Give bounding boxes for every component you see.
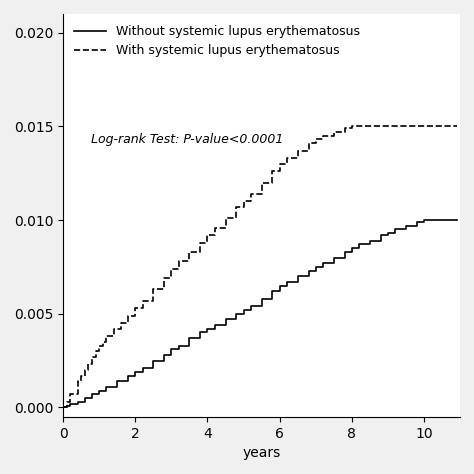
With systemic lupus erythematosus: [212, 225, 218, 230]
With systemic lupus erythematosus: [385, 124, 391, 129]
With systemic lupus erythematosus: [64, 399, 70, 405]
With systemic lupus erythematosus: [187, 249, 192, 255]
Without systemic lupus erythematosus: [306, 268, 311, 273]
Without systemic lupus erythematosus: [356, 242, 362, 247]
With systemic lupus erythematosus: [454, 124, 459, 129]
With systemic lupus erythematosus: [306, 140, 311, 146]
With systemic lupus erythematosus: [403, 124, 409, 129]
Without systemic lupus erythematosus: [277, 283, 283, 289]
Without systemic lupus erythematosus: [132, 369, 138, 375]
Without systemic lupus erythematosus: [176, 343, 182, 348]
With systemic lupus erythematosus: [161, 275, 167, 281]
With systemic lupus erythematosus: [140, 298, 146, 303]
With systemic lupus erythematosus: [356, 124, 362, 129]
Without systemic lupus erythematosus: [313, 264, 319, 270]
Without systemic lupus erythematosus: [241, 307, 246, 313]
Without systemic lupus erythematosus: [187, 335, 192, 341]
With systemic lupus erythematosus: [205, 232, 210, 238]
With systemic lupus erythematosus: [75, 378, 81, 384]
Without systemic lupus erythematosus: [150, 358, 156, 364]
Without systemic lupus erythematosus: [223, 317, 228, 322]
Without systemic lupus erythematosus: [67, 401, 73, 407]
With systemic lupus erythematosus: [93, 348, 99, 354]
Without systemic lupus erythematosus: [331, 255, 337, 260]
Without systemic lupus erythematosus: [248, 303, 254, 309]
Without systemic lupus erythematosus: [114, 378, 120, 384]
With systemic lupus erythematosus: [342, 125, 347, 131]
With systemic lupus erythematosus: [169, 266, 174, 272]
With systemic lupus erythematosus: [320, 133, 326, 138]
Without systemic lupus erythematosus: [75, 399, 81, 405]
Without systemic lupus erythematosus: [284, 279, 290, 285]
Without systemic lupus erythematosus: [96, 388, 102, 393]
Without systemic lupus erythematosus: [259, 296, 264, 301]
Without systemic lupus erythematosus: [295, 273, 301, 279]
With systemic lupus erythematosus: [132, 305, 138, 311]
Without systemic lupus erythematosus: [64, 403, 70, 409]
With systemic lupus erythematosus: [104, 333, 109, 339]
Without systemic lupus erythematosus: [169, 346, 174, 352]
With systemic lupus erythematosus: [284, 155, 290, 161]
With systemic lupus erythematosus: [78, 373, 84, 378]
With systemic lupus erythematosus: [150, 287, 156, 292]
Without systemic lupus erythematosus: [378, 232, 383, 238]
With systemic lupus erythematosus: [176, 258, 182, 264]
Without systemic lupus erythematosus: [421, 217, 427, 223]
Without systemic lupus erythematosus: [82, 395, 88, 401]
With systemic lupus erythematosus: [118, 320, 124, 326]
With systemic lupus erythematosus: [241, 199, 246, 204]
Without systemic lupus erythematosus: [60, 405, 66, 410]
Without systemic lupus erythematosus: [104, 384, 109, 390]
X-axis label: years: years: [243, 446, 281, 460]
Without systemic lupus erythematosus: [439, 217, 445, 223]
With systemic lupus erythematosus: [60, 405, 66, 410]
With systemic lupus erythematosus: [197, 240, 203, 246]
With systemic lupus erythematosus: [295, 148, 301, 154]
With systemic lupus erythematosus: [223, 215, 228, 221]
With systemic lupus erythematosus: [367, 124, 373, 129]
Without systemic lupus erythematosus: [125, 373, 131, 378]
Without systemic lupus erythematosus: [205, 326, 210, 332]
Text: Log-rank Test: P-value<0.0001: Log-rank Test: P-value<0.0001: [91, 133, 283, 146]
Legend: Without systemic lupus erythematosus, With systemic lupus erythematosus: Without systemic lupus erythematosus, Wi…: [69, 20, 365, 63]
With systemic lupus erythematosus: [89, 354, 95, 360]
With systemic lupus erythematosus: [439, 124, 445, 129]
Without systemic lupus erythematosus: [161, 352, 167, 358]
Without systemic lupus erythematosus: [234, 311, 239, 317]
With systemic lupus erythematosus: [277, 161, 283, 167]
With systemic lupus erythematosus: [331, 129, 337, 135]
With systemic lupus erythematosus: [82, 367, 88, 373]
With systemic lupus erythematosus: [248, 191, 254, 197]
Without systemic lupus erythematosus: [270, 288, 275, 294]
With systemic lupus erythematosus: [378, 124, 383, 129]
With systemic lupus erythematosus: [270, 168, 275, 174]
Without systemic lupus erythematosus: [367, 238, 373, 244]
Without systemic lupus erythematosus: [454, 217, 459, 223]
With systemic lupus erythematosus: [125, 313, 131, 319]
With systemic lupus erythematosus: [421, 124, 427, 129]
With systemic lupus erythematosus: [349, 124, 355, 129]
Without systemic lupus erythematosus: [385, 230, 391, 236]
Without systemic lupus erythematosus: [320, 260, 326, 266]
Without systemic lupus erythematosus: [342, 249, 347, 255]
Without systemic lupus erythematosus: [414, 219, 419, 225]
Without systemic lupus erythematosus: [212, 322, 218, 328]
With systemic lupus erythematosus: [85, 362, 91, 367]
Without systemic lupus erythematosus: [89, 392, 95, 397]
Without systemic lupus erythematosus: [403, 223, 409, 228]
Without systemic lupus erythematosus: [349, 246, 355, 251]
With systemic lupus erythematosus: [100, 339, 106, 345]
With systemic lupus erythematosus: [234, 204, 239, 210]
With systemic lupus erythematosus: [67, 392, 73, 397]
Line: Without systemic lupus erythematosus: Without systemic lupus erythematosus: [63, 220, 456, 408]
With systemic lupus erythematosus: [111, 326, 117, 332]
Line: With systemic lupus erythematosus: With systemic lupus erythematosus: [63, 127, 456, 408]
Without systemic lupus erythematosus: [140, 365, 146, 371]
With systemic lupus erythematosus: [259, 180, 264, 185]
With systemic lupus erythematosus: [96, 343, 102, 348]
Without systemic lupus erythematosus: [392, 227, 398, 232]
Without systemic lupus erythematosus: [197, 329, 203, 335]
With systemic lupus erythematosus: [313, 137, 319, 142]
